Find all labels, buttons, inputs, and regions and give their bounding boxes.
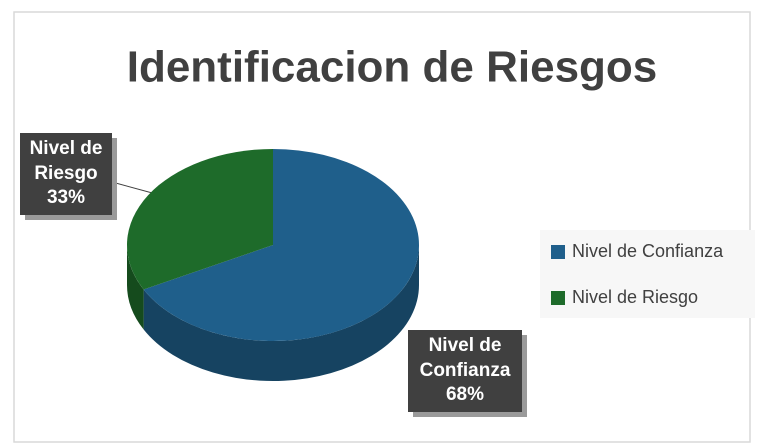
data-label-value: 33% bbox=[46, 187, 86, 209]
pie-side bbox=[127, 245, 144, 330]
pie-slice bbox=[143, 149, 420, 341]
legend-label: Nivel de Confianza bbox=[572, 241, 724, 261]
leader-line bbox=[111, 181, 157, 195]
data-label-name: Nivel de Riesgo bbox=[29, 138, 103, 184]
data-label-name: Nivel de Confianza bbox=[419, 335, 511, 381]
legend-swatch bbox=[551, 291, 565, 305]
data-label-value: 68% bbox=[445, 384, 485, 406]
data-label: Nivel de Confianza 68% bbox=[408, 330, 522, 413]
data-label: Nivel de Riesgo 33% bbox=[20, 133, 112, 216]
legend-label: Nivel de Riesgo bbox=[572, 287, 698, 307]
legend-swatch bbox=[551, 245, 565, 259]
pie-side bbox=[143, 245, 419, 381]
legend-box bbox=[540, 230, 755, 318]
chart-title: Identificacion de Riesgos bbox=[127, 43, 658, 92]
pie-slice bbox=[126, 149, 273, 290]
